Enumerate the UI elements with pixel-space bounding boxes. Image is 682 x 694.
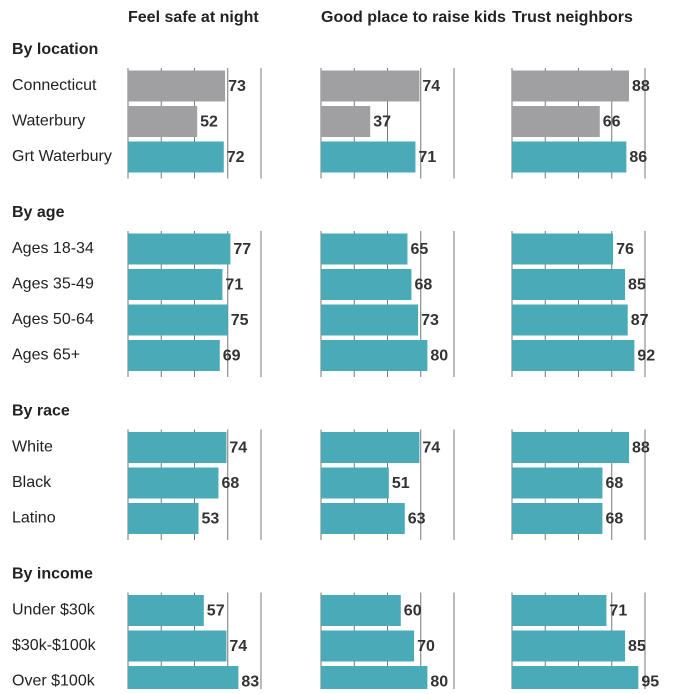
value-label: 71: [225, 277, 243, 294]
panel-title: Feel safe at night: [128, 9, 259, 26]
value-label: 68: [605, 511, 623, 528]
value-label: 51: [392, 475, 410, 492]
value-label: 74: [422, 440, 440, 457]
bar: [128, 304, 228, 336]
bar: [128, 70, 226, 102]
value-label: 74: [229, 440, 247, 457]
value-label: 73: [421, 312, 439, 329]
value-label: 53: [201, 511, 219, 528]
value-label: 71: [609, 603, 627, 620]
value-label: 69: [223, 348, 241, 365]
value-label: 57: [207, 603, 225, 620]
value-label: 77: [233, 241, 251, 258]
category-label: Grt Waterbury: [12, 148, 112, 165]
bar: [321, 269, 412, 300]
panel-title: Good place to raise kids: [321, 9, 506, 26]
bar: [512, 595, 607, 626]
category-label: Over $100k: [12, 673, 96, 689]
value-label: 76: [616, 241, 634, 258]
category-label: Under $30k: [12, 602, 96, 619]
bar: [128, 233, 231, 265]
value-label: 87: [631, 312, 649, 329]
bar: [512, 141, 627, 173]
category-label: $30k-$100k: [12, 637, 97, 654]
value-label: 68: [605, 475, 623, 492]
bar: [512, 233, 614, 265]
group-label: By age: [12, 204, 65, 221]
value-label: 75: [231, 312, 249, 329]
bar: [128, 432, 227, 463]
value-label: 73: [228, 78, 246, 95]
group-label: By income: [12, 566, 93, 583]
value-label: 88: [632, 440, 650, 457]
bar: [128, 106, 198, 137]
value-label: 68: [221, 475, 239, 492]
bar: [321, 666, 428, 694]
value-label: 71: [418, 149, 436, 166]
bar: [321, 432, 420, 463]
bar: [128, 666, 239, 694]
bar: [321, 233, 408, 265]
bar: [128, 269, 223, 300]
value-label: 65: [410, 241, 428, 258]
value-label: 74: [229, 638, 247, 655]
bar: [321, 630, 415, 662]
category-label: White: [12, 439, 53, 456]
bar: [128, 340, 220, 371]
value-label: 74: [422, 78, 440, 95]
value-label: 60: [404, 603, 422, 620]
value-label: 63: [408, 511, 426, 528]
value-label: 66: [603, 114, 621, 131]
bar: [128, 630, 227, 662]
bar: [321, 141, 416, 173]
category-label: Latino: [12, 510, 56, 527]
category-label: Black: [12, 474, 52, 491]
value-label: 85: [628, 638, 646, 655]
value-label: 85: [628, 277, 646, 294]
bar: [512, 666, 639, 694]
value-label: 52: [200, 114, 218, 131]
value-label: 83: [241, 674, 259, 689]
category-label: Ages 35-49: [12, 276, 94, 293]
category-label: Waterbury: [12, 113, 85, 130]
value-label: 80: [430, 348, 448, 365]
bar: [512, 630, 626, 662]
category-label: Ages 65+: [12, 347, 80, 364]
bar: [512, 432, 630, 463]
bar: [128, 503, 199, 534]
value-label: 88: [632, 78, 650, 95]
bar: [512, 340, 635, 371]
value-label: 80: [430, 674, 448, 689]
value-label: 95: [641, 674, 659, 689]
bar: [128, 141, 224, 173]
bar: [321, 70, 420, 102]
group-label: By location: [12, 41, 98, 58]
bar: [321, 340, 428, 371]
value-label: 70: [417, 638, 435, 655]
bar: [321, 467, 389, 499]
value-label: 68: [414, 277, 432, 294]
bar: [321, 106, 371, 137]
value-label: 37: [373, 114, 391, 131]
value-label: 72: [227, 149, 245, 166]
bar: [512, 70, 630, 102]
bar: [128, 595, 204, 626]
value-label: 92: [637, 348, 655, 365]
bar: [321, 503, 405, 534]
bar: [321, 304, 419, 336]
bar: [512, 269, 626, 300]
bar: [512, 106, 600, 137]
category-label: Connecticut: [12, 77, 97, 94]
value-label: 86: [629, 149, 647, 166]
bar: [128, 467, 219, 499]
group-label: By race: [12, 403, 70, 420]
panel-title: Trust neighbors: [512, 9, 633, 26]
category-label: Ages 18-34: [12, 240, 94, 257]
bar: [321, 595, 401, 626]
category-label: Ages 50-64: [12, 311, 94, 328]
bar: [512, 304, 628, 336]
bar: [512, 503, 603, 534]
bar: [512, 467, 603, 499]
